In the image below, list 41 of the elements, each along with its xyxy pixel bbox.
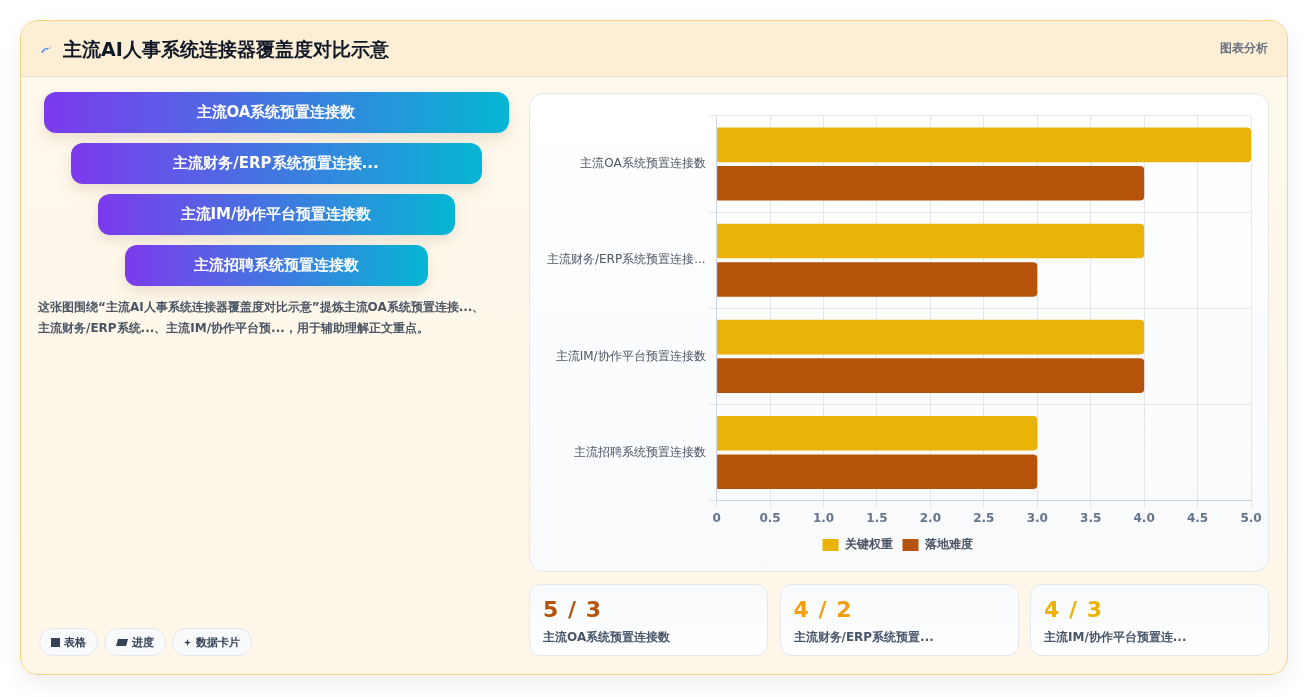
text: 主流IM/协作平台预置连... bbox=[1044, 629, 1187, 645]
y-tick-label: 主流财务/ERP系统预置连接... bbox=[546, 252, 706, 267]
x-tick-label: 3.0 bbox=[1026, 510, 1048, 525]
text: 这张图围绕“主流AI人事系统连接器覆盖度对比示意”提炼主流OA系统预置连接...、主流财务/ERP系统...、主流IM/协作平台预...，用于辅助理解正文重点。 bbox=[38, 299, 486, 337]
bar bbox=[717, 166, 1145, 201]
x-tick-label: 4.5 bbox=[1186, 510, 1209, 525]
text: 主流IM/协作平台预置连接数 bbox=[180, 205, 372, 224]
text: 4 / 2 bbox=[793, 596, 853, 624]
x-tick-label: 5.0 bbox=[1240, 510, 1262, 525]
text: 主流AI人事系统连接器覆盖度对比示意 bbox=[63, 37, 389, 62]
text: 数据卡片 bbox=[196, 634, 240, 650]
bar bbox=[717, 319, 1145, 355]
x-tick-label: 3.5 bbox=[1080, 510, 1102, 525]
text: 主流OA系统预置连接数 bbox=[543, 629, 671, 645]
x-tick-label: 4.0 bbox=[1133, 510, 1155, 525]
text: 主流招聘系统预置连接数 bbox=[193, 256, 359, 275]
bar bbox=[717, 415, 1038, 451]
x-tick-label: 2.0 bbox=[919, 510, 942, 525]
legend-label: 关键权重 bbox=[843, 537, 893, 552]
text: 主流OA系统预置连接数 bbox=[196, 103, 356, 122]
bar bbox=[717, 454, 1038, 490]
bar bbox=[717, 223, 1145, 259]
x-tick-label: 0 bbox=[712, 510, 721, 525]
bar bbox=[717, 127, 1251, 163]
x-tick-label: 1.5 bbox=[866, 510, 888, 525]
y-tick-label: 主流OA系统预置连接数 bbox=[580, 156, 706, 171]
text: 主流财务/ERP系统预置... bbox=[793, 629, 934, 645]
x-tick-label: 0.5 bbox=[759, 510, 781, 525]
text: 4 / 3 bbox=[1044, 596, 1103, 624]
text: 主流财务/ERP系统预置连接... bbox=[173, 154, 379, 173]
text: 进度 bbox=[132, 634, 154, 650]
y-tick-label: 主流招聘系统预置连接数 bbox=[573, 444, 706, 459]
text: 5 / 3 bbox=[543, 596, 602, 624]
bar bbox=[717, 262, 1038, 297]
x-tick-label: 2.5 bbox=[973, 510, 995, 525]
text: 表格 bbox=[64, 634, 86, 650]
bar bbox=[717, 358, 1145, 393]
text: 图表分析 bbox=[1220, 40, 1268, 56]
legend-label: 落地难度 bbox=[923, 537, 973, 552]
y-tick-label: 主流IM/协作平台预置连接数 bbox=[555, 348, 706, 363]
x-tick-label: 1.0 bbox=[812, 510, 835, 525]
